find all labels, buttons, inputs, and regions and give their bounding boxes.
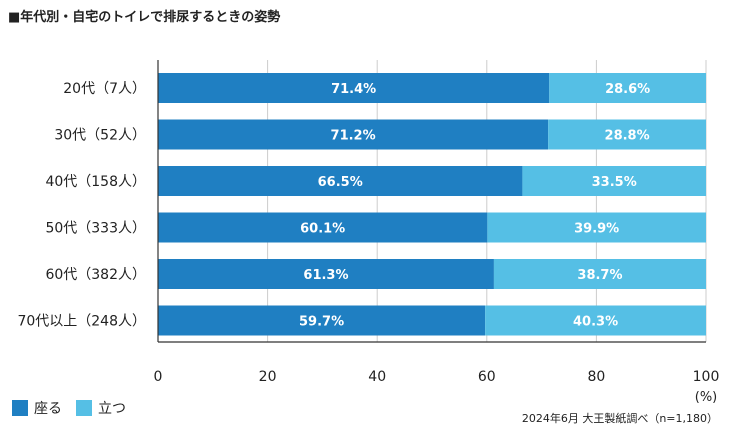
- legend-item-sit: 座る: [12, 398, 62, 418]
- data-label-stand: 40.3%: [573, 315, 618, 330]
- legend-label-stand: 立つ: [98, 401, 126, 417]
- data-label-stand: 28.8%: [605, 129, 650, 144]
- source-note: 2024年6月 大王製紙調べ（n=1,180）: [521, 412, 718, 425]
- data-label-stand: 39.9%: [574, 222, 619, 237]
- category-label: 40代（158人）: [45, 174, 146, 190]
- category-label: 60代（382人）: [45, 267, 146, 283]
- legend-swatch-stand: [76, 400, 92, 416]
- x-tick-label: 80: [587, 369, 605, 385]
- bar-stand: [548, 119, 706, 150]
- category-labels: 20代（7人） 30代（52人） 40代（158人） 50代（333人） 60代（382…: [17, 81, 146, 330]
- bar-stand: [493, 259, 706, 289]
- bar-sit: [158, 119, 549, 150]
- bar-stand: [487, 212, 706, 243]
- data-label-stand: 38.7%: [577, 268, 622, 283]
- category-label: 70代以上（248人）: [17, 314, 146, 330]
- x-tick-label: 0: [154, 369, 163, 385]
- data-label-sit: 60.1%: [300, 222, 345, 237]
- x-axis-unit: (%): [695, 390, 718, 405]
- bar-sit: [158, 166, 523, 196]
- data-labels: 71.4% 28.6% 71.2% 28.8% 66.5% 33.5% 60.1% 39.9%…: [299, 82, 650, 330]
- x-axis: 0 20 40 60 80 100 (%): [154, 60, 720, 405]
- x-tick-label: 60: [478, 369, 496, 385]
- x-tick-label: 20: [259, 369, 277, 385]
- legend: 座る 立つ: [12, 398, 126, 418]
- data-label-sit: 59.7%: [299, 315, 344, 330]
- bar-stand: [549, 73, 706, 103]
- x-tick-label: 100: [693, 369, 720, 385]
- data-label-sit: 71.4%: [331, 82, 376, 97]
- bar-sit: [158, 259, 494, 289]
- legend-item-stand: 立つ: [76, 398, 126, 418]
- bar-sit: [158, 73, 550, 103]
- category-label: 50代（333人）: [45, 221, 146, 237]
- bar-stand: [522, 166, 706, 196]
- x-tick-label: 40: [368, 369, 386, 385]
- data-label-sit: 61.3%: [303, 268, 348, 283]
- data-label-sit: 71.2%: [331, 129, 376, 144]
- bar-sit: [158, 212, 488, 243]
- data-label-sit: 66.5%: [318, 175, 363, 190]
- legend-label-sit: 座る: [34, 401, 62, 417]
- bars: [158, 73, 706, 336]
- chart-title: ■年代別・自宅のトイレで排尿するときの姿勢: [8, 10, 281, 25]
- bar-sit: [158, 305, 486, 336]
- gridlines: [267, 60, 707, 342]
- category-label: 20代（7人）: [63, 81, 146, 97]
- data-label-stand: 28.6%: [605, 82, 650, 97]
- category-label: 30代（52人）: [54, 128, 146, 144]
- data-label-stand: 33.5%: [592, 175, 637, 190]
- legend-swatch-sit: [12, 400, 28, 416]
- bar-stand: [485, 305, 706, 336]
